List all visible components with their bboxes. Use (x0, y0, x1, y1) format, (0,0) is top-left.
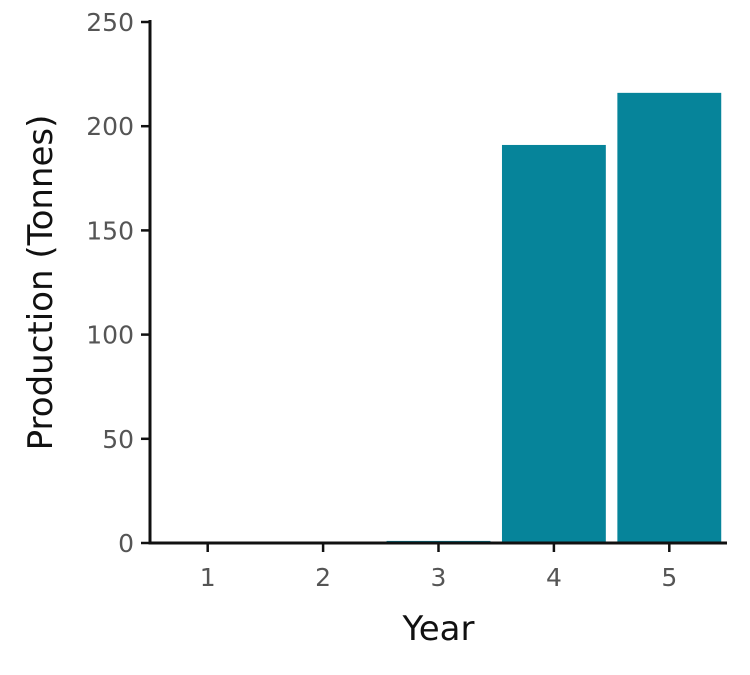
x-tick-label: 5 (661, 563, 677, 592)
y-axis-title: Production (Tonnes) (21, 115, 61, 451)
bars-group (386, 92, 722, 543)
x-tick-label: 3 (431, 563, 447, 592)
x-tick-label: 1 (200, 563, 216, 592)
y-axis-ticks: 0 50 100 150 200 250 (86, 8, 150, 558)
x-tick-label: 2 (315, 563, 331, 592)
y-tick-label: 100 (86, 321, 134, 350)
x-axis-title: Year (402, 609, 475, 649)
x-tick-label: 4 (546, 563, 562, 592)
x-axis-ticks: 1 2 3 4 5 (200, 543, 677, 592)
y-tick-label: 0 (118, 529, 134, 558)
y-tick-label: 250 (86, 8, 134, 37)
y-tick-label: 200 (86, 112, 134, 141)
y-tick-label: 50 (102, 425, 134, 454)
bar-year-5 (617, 92, 722, 543)
bar-year-4 (501, 144, 606, 543)
y-tick-label: 150 (86, 216, 134, 245)
